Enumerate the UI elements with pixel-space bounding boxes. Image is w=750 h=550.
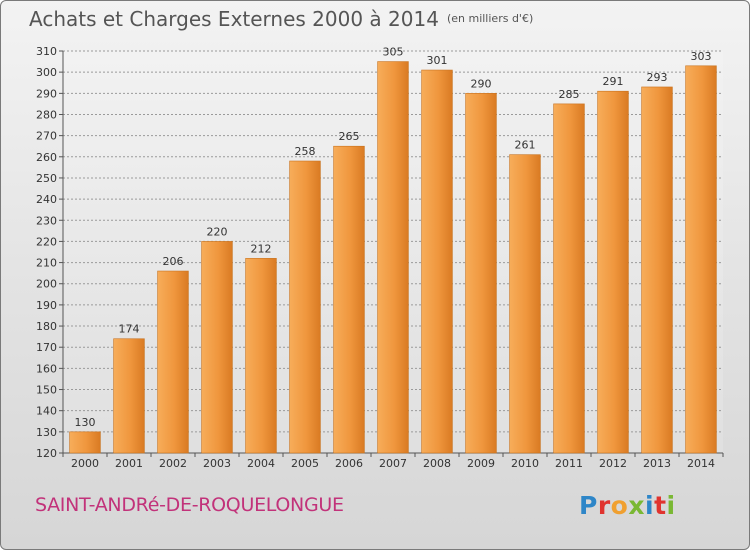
y-tick-label: 280 — [36, 108, 57, 121]
y-tick-label: 120 — [36, 447, 57, 460]
x-tick-label: 2013 — [643, 457, 671, 470]
logo-letter: i — [666, 491, 676, 520]
bar-value-label: 206 — [163, 255, 184, 268]
bar — [465, 93, 497, 454]
bar-value-label: 212 — [251, 242, 272, 255]
x-tick-label: 2009 — [467, 457, 495, 470]
bar — [201, 241, 233, 454]
bar-value-label: 291 — [603, 75, 624, 88]
y-tick-label: 140 — [36, 405, 57, 418]
bar-value-label: 220 — [207, 225, 228, 238]
x-tick-label: 2012 — [599, 457, 627, 470]
x-tick-label: 2000 — [71, 457, 99, 470]
y-tick-label: 190 — [36, 299, 57, 312]
bar — [333, 145, 365, 454]
logo-letter: x — [628, 491, 645, 520]
x-tick-label: 2010 — [511, 457, 539, 470]
bar — [113, 338, 145, 454]
bar-value-label: 290 — [471, 77, 492, 90]
x-tick-label: 2011 — [555, 457, 583, 470]
bar — [377, 61, 409, 454]
x-tick-label: 2008 — [423, 457, 451, 470]
bar — [421, 69, 453, 454]
bar-value-label: 130 — [75, 416, 96, 429]
logo-letter: r — [597, 491, 611, 520]
bar — [509, 154, 541, 454]
bar — [245, 258, 277, 454]
chart-title: Achats et Charges Externes 2000 à 2014 (e… — [29, 7, 533, 31]
bar-value-label: 258 — [295, 145, 316, 158]
y-tick-label: 230 — [36, 214, 57, 227]
y-tick-label: 170 — [36, 341, 57, 354]
bar — [685, 65, 717, 454]
bar — [69, 431, 101, 454]
bar-value-label: 265 — [339, 130, 360, 143]
y-tick-label: 260 — [36, 151, 57, 164]
bar — [157, 270, 189, 454]
y-tick-label: 250 — [36, 172, 57, 185]
logo-letter: i — [645, 491, 655, 520]
bar-value-label: 293 — [647, 71, 668, 84]
x-tick-label: 2005 — [291, 457, 319, 470]
bar-value-label: 305 — [383, 46, 404, 59]
y-tick-label: 200 — [36, 278, 57, 291]
y-tick-label: 240 — [36, 193, 57, 206]
chart-unit: (en milliers d'€) — [446, 12, 534, 25]
y-tick-label: 150 — [36, 384, 57, 397]
commune-name: SAINT-ANDRé-DE-ROQUELONGUE — [35, 494, 344, 516]
bar — [641, 86, 673, 454]
x-tick-label: 2007 — [379, 457, 407, 470]
chart-title-text: Achats et Charges Externes 2000 à 2014 — [29, 7, 439, 31]
y-tick-label: 300 — [36, 66, 57, 79]
proxiti-logo: Proxiti — [579, 491, 676, 520]
bar — [289, 160, 321, 454]
x-tick-label: 2003 — [203, 457, 231, 470]
logo-letter: P — [579, 491, 598, 520]
y-tick-label: 130 — [36, 426, 57, 439]
y-tick-label: 270 — [36, 130, 57, 143]
x-tick-label: 2001 — [115, 457, 143, 470]
x-tick-label: 2006 — [335, 457, 363, 470]
y-tick-label: 160 — [36, 362, 57, 375]
logo-letter: t — [654, 491, 667, 520]
y-tick-label: 290 — [36, 87, 57, 100]
logo-letter: o — [610, 491, 629, 520]
bar-value-label: 303 — [691, 50, 712, 63]
bar-value-label: 285 — [559, 88, 580, 101]
x-tick-label: 2014 — [687, 457, 715, 470]
bar — [553, 103, 585, 454]
bar-value-label: 174 — [119, 323, 140, 336]
y-tick-label: 310 — [36, 45, 57, 58]
x-tick-label: 2004 — [247, 457, 275, 470]
y-tick-label: 180 — [36, 320, 57, 333]
x-tick-label: 2002 — [159, 457, 187, 470]
y-tick-label: 220 — [36, 235, 57, 248]
y-tick-label: 210 — [36, 257, 57, 270]
bar — [597, 90, 629, 454]
bar-value-label: 261 — [515, 139, 536, 152]
bar-value-label: 301 — [427, 54, 448, 67]
